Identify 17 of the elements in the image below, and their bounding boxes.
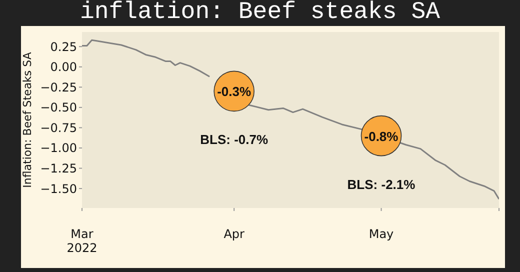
y-tick-label: −1.50 — [40, 182, 77, 196]
annotation: BLS: -2.1% — [347, 176, 416, 192]
y-tick-label: −0.50 — [40, 100, 77, 115]
chart-title: inflation: Beef steaks SA — [78, 0, 442, 26]
y-tick-label: −1.25 — [40, 162, 77, 176]
x-tick-label: Apr — [224, 227, 245, 241]
y-axis-title: Inflation: Beef Steaks SA — [20, 52, 34, 188]
x-tick-label: May — [368, 227, 394, 241]
y-tick-label: 0.00 — [50, 60, 77, 74]
y-tick-label: −0.25 — [40, 80, 77, 94]
annotation: -0.8% — [364, 128, 399, 144]
y-tick-label: 0.25 — [50, 40, 77, 54]
annotation: BLS: -0.7% — [200, 132, 268, 148]
y-tick-label: −1.00 — [40, 141, 77, 156]
x-tick-label: Mar 2022 — [66, 227, 98, 255]
y-tick-label: −0.75 — [40, 120, 77, 135]
annotation: -0.3% — [217, 84, 252, 100]
